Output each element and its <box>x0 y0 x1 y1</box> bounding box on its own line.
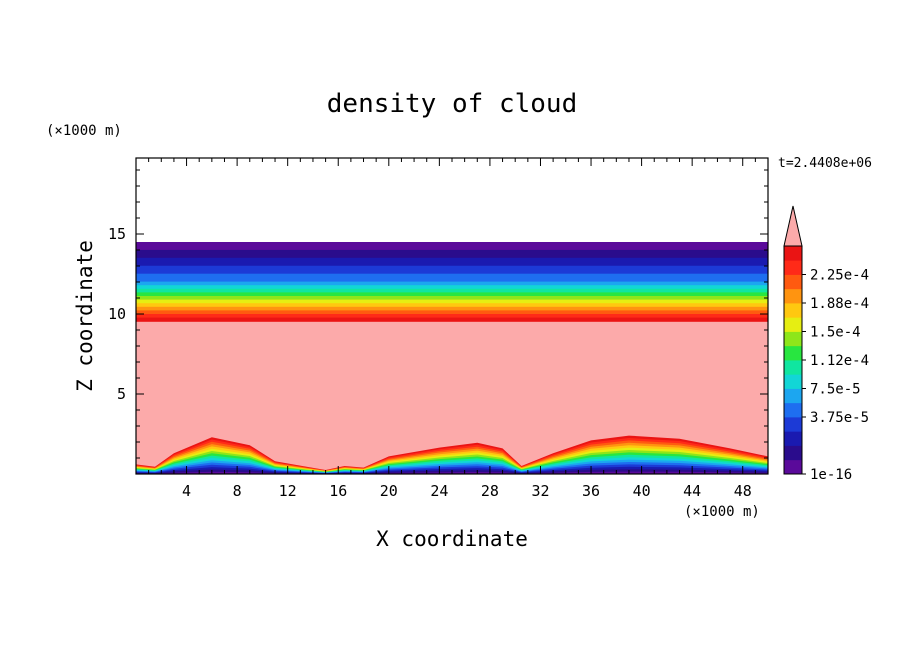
upper-band-14 <box>136 314 768 319</box>
plot-area <box>135 157 769 475</box>
x-tick-label: 24 <box>430 482 448 500</box>
y-tick-label: 10 <box>108 305 126 323</box>
x-tick-label: 12 <box>279 482 297 500</box>
colorbar-segment <box>784 331 802 347</box>
x-tick-label: 8 <box>233 482 242 500</box>
colorbar-label: 1.5e-4 <box>810 325 861 341</box>
colorbar-segment <box>784 431 802 446</box>
y-axis: 5 10 15 <box>108 169 768 475</box>
upper-band-4 <box>136 273 768 283</box>
colorbar-label: 1e-16 <box>810 467 852 483</box>
x-tick-label: 16 <box>329 482 347 500</box>
x-tick-label: 40 <box>633 482 651 500</box>
colorbar-segment <box>784 288 802 304</box>
colorbar-segment <box>784 274 802 290</box>
upper-band-9 <box>136 296 768 301</box>
upper-band-5 <box>136 281 768 286</box>
x-tick-label: 4 <box>182 482 191 500</box>
colorbar-label: 1.12e-4 <box>810 353 869 369</box>
colorbar-over-arrow <box>783 205 803 247</box>
upper-band-15 <box>136 317 768 322</box>
x-axis-title: X coordinate <box>376 527 528 551</box>
x-tick-label: 48 <box>734 482 752 500</box>
x-tick-label: 28 <box>481 482 499 500</box>
upper-band-11 <box>136 303 768 308</box>
colorbar-label: 7.5e-5 <box>810 382 861 398</box>
chart-title: density of cloud <box>327 89 577 119</box>
colorbar-segment <box>784 445 802 461</box>
x-tick-label: 36 <box>582 482 600 500</box>
y-tick-label: 15 <box>108 225 126 243</box>
upper-band-7 <box>136 288 768 293</box>
y-axis-unit: (×1000 m) <box>46 123 122 139</box>
upper-band-8 <box>136 292 768 297</box>
upper-band-1 <box>136 249 768 259</box>
upper-band-12 <box>136 306 768 311</box>
y-axis-title: Z coordinate <box>73 240 97 392</box>
x-tick-label: 44 <box>683 482 701 500</box>
upper-band-10 <box>136 299 768 304</box>
colorbar-segment <box>784 374 802 389</box>
colorbar-label: 1.88e-4 <box>810 296 869 312</box>
colorbar-segment <box>784 388 802 404</box>
x-tick-label: 32 <box>531 482 549 500</box>
upper-band-2 <box>136 257 768 267</box>
x-axis-unit: (×1000 m) <box>684 504 760 520</box>
colorbar-segment <box>784 459 802 475</box>
upper-band-13 <box>136 310 768 315</box>
colorbar-segment <box>784 360 802 375</box>
colorbar-segment <box>784 303 802 318</box>
colorbar-segment <box>784 260 802 275</box>
upper-band-0 <box>136 242 768 251</box>
colorbar-segment <box>784 402 802 418</box>
x-axis: 4 8 12 16 20 24 28 32 36 40 44 48 <box>135 158 769 500</box>
y-tick-label: 5 <box>117 385 126 403</box>
upper-band-3 <box>136 265 768 275</box>
colorbar-segment <box>784 317 802 332</box>
colorbar-segment <box>784 345 802 361</box>
colorbar-segment <box>784 246 802 261</box>
colorbar: 2.25e-4 1.88e-4 1.5e-4 1.12e-4 7.5e-5 3.75e-5… <box>783 205 869 483</box>
timestamp-label: t=2.4408e+06 <box>778 156 872 171</box>
upper-band-6 <box>136 285 768 290</box>
x-tick-label: 20 <box>380 482 398 500</box>
colorbar-label: 2.25e-4 <box>810 268 869 284</box>
colorbar-segment <box>784 417 802 432</box>
colorbar-label: 3.75e-5 <box>810 410 869 426</box>
